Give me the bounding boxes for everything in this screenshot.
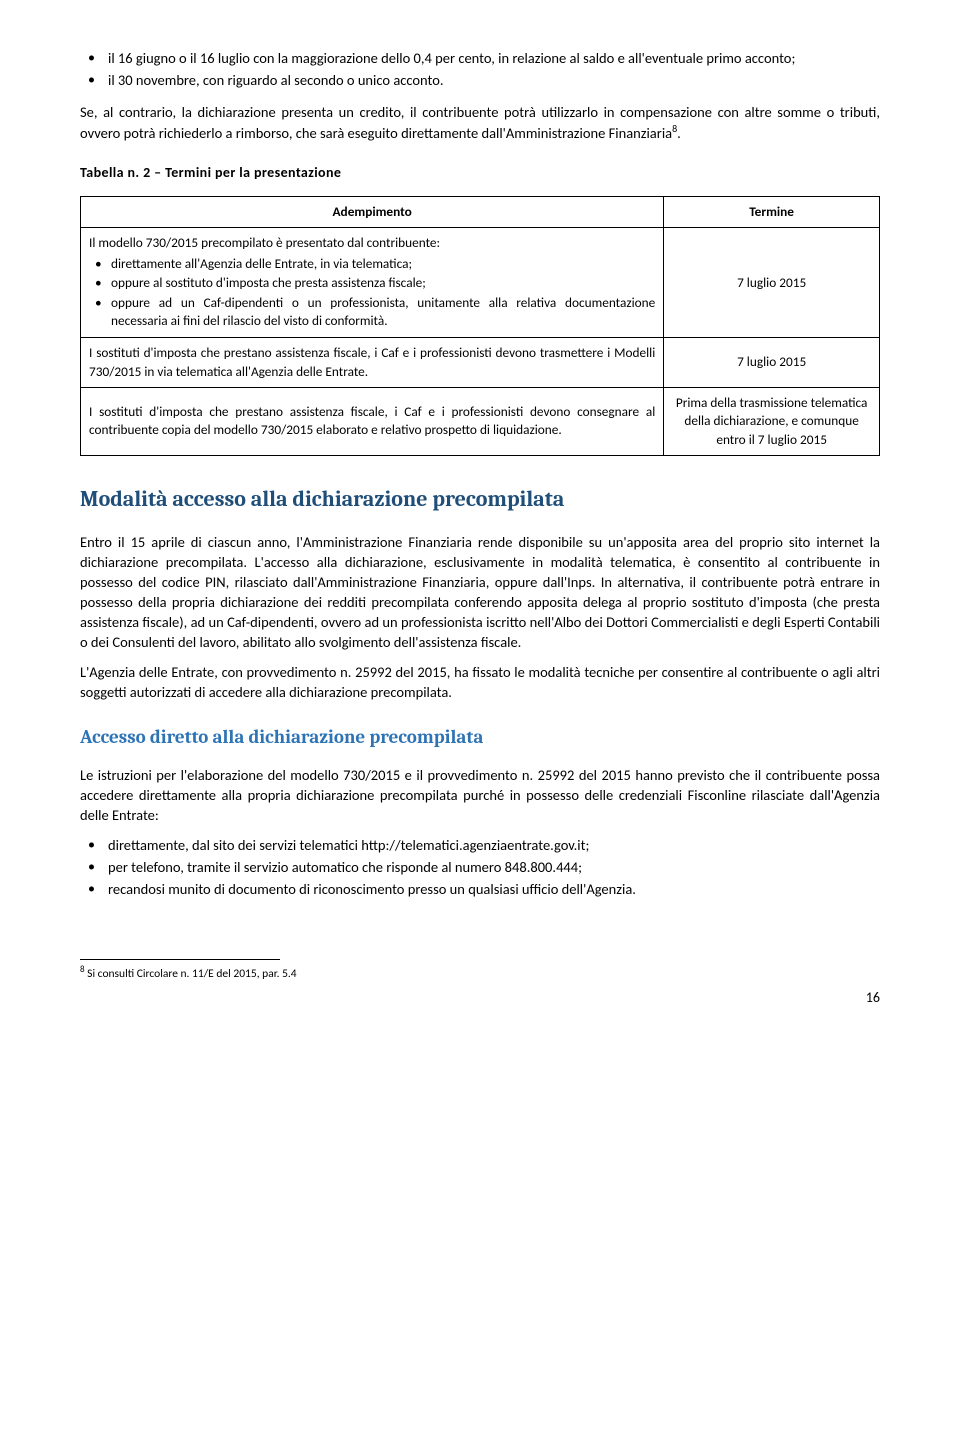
footnote-text: Si consulti Circolare n. 11/E del 2015, … <box>85 966 297 980</box>
cell-termine-3: Prima della trasmissione telematica dell… <box>664 387 880 455</box>
th-termine: Termine <box>664 197 880 228</box>
table-row: I sostituti d'imposta che prestano assis… <box>81 387 880 455</box>
intro-bullet-1: il 16 giugno o il 16 luglio con la maggi… <box>108 48 880 68</box>
intro-para-post: . <box>677 124 681 142</box>
row1-item-1: direttamente all'Agenzia delle Entrate, … <box>111 255 655 273</box>
footnote-8: 8 Si consulti Circolare n. 11/E del 2015… <box>80 964 880 983</box>
access-bullet-1: direttamente, dal sito dei servizi telem… <box>108 835 880 855</box>
row1-item-2: oppure al sostituto d'imposta che presta… <box>111 274 655 292</box>
intro-paragraph: Se, al contrario, la dichiarazione prese… <box>80 102 880 143</box>
intro-bullet-list: il 16 giugno o il 16 luglio con la maggi… <box>80 48 880 90</box>
access-bullet-3: recandosi munito di documento di riconos… <box>108 879 880 899</box>
para-modalita-1: Entro il 15 aprile di ciascun anno, l'Am… <box>80 532 880 652</box>
access-bullet-2: per telefono, tramite il servizio automa… <box>108 857 880 877</box>
th-adempimento: Adempimento <box>81 197 664 228</box>
para-modalita-2: L'Agenzia delle Entrate, con provvedimen… <box>80 662 880 702</box>
cell-termine-2: 7 luglio 2015 <box>664 338 880 388</box>
cell-adempimento-1: Il modello 730/2015 precompilato è prese… <box>81 228 664 338</box>
cell-adempimento-2: I sostituti d'imposta che prestano assis… <box>81 338 664 388</box>
subsection-heading-accesso: Accesso diretto alla dichiarazione preco… <box>80 724 880 750</box>
row1-item-3: oppure ad un Caf-dipendenti o un profess… <box>111 294 655 331</box>
cell-adempimento-3: I sostituti d'imposta che prestano assis… <box>81 387 664 455</box>
page-number: 16 <box>80 988 880 1007</box>
terms-table: Adempimento Termine Il modello 730/2015 … <box>80 196 880 456</box>
table-caption: Tabella n. 2 – Termini per la presentazi… <box>80 163 880 182</box>
section-heading-modalita: Modalità accesso alla dichiarazione prec… <box>80 484 880 514</box>
para-accesso: Le istruzioni per l'elaborazione del mod… <box>80 765 880 825</box>
cell-termine-1: 7 luglio 2015 <box>664 228 880 338</box>
table-row: I sostituti d'imposta che prestano assis… <box>81 338 880 388</box>
table-row: Il modello 730/2015 precompilato è prese… <box>81 228 880 338</box>
row1-lead: Il modello 730/2015 precompilato è prese… <box>89 234 655 252</box>
row1-list: direttamente all'Agenzia delle Entrate, … <box>89 255 655 330</box>
table-header-row: Adempimento Termine <box>81 197 880 228</box>
intro-para-pre: Se, al contrario, la dichiarazione prese… <box>80 103 880 142</box>
intro-bullet-2: il 30 novembre, con riguardo al secondo … <box>108 70 880 90</box>
footnote-separator <box>80 959 280 960</box>
access-bullet-list: direttamente, dal sito dei servizi telem… <box>80 835 880 899</box>
